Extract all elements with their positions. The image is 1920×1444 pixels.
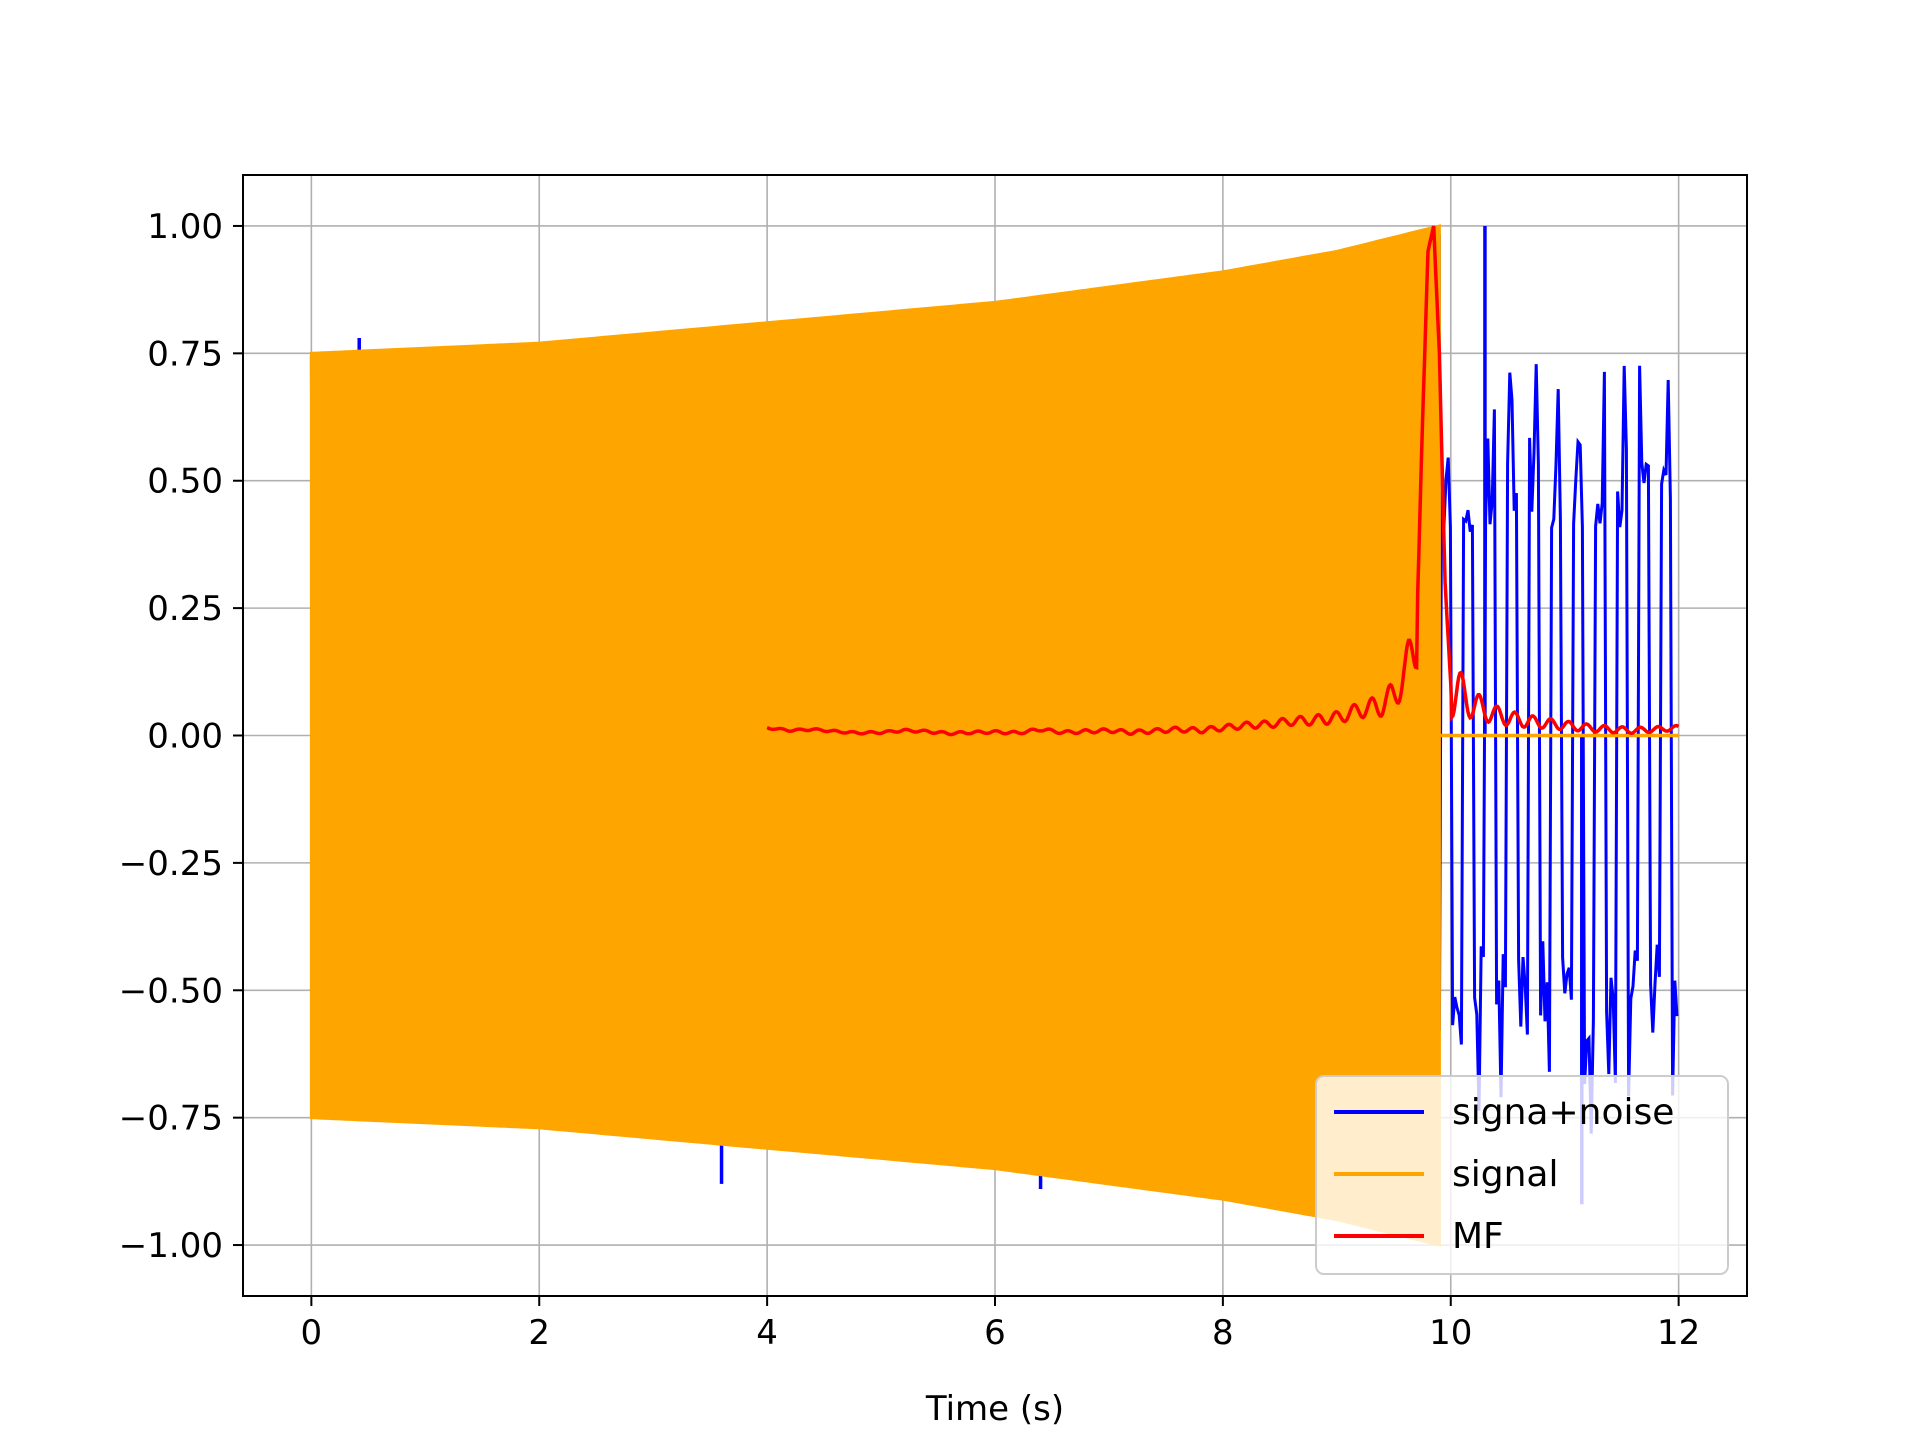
x-tick-label: 4 <box>756 1313 778 1353</box>
x-tick-label: 8 <box>1212 1313 1234 1353</box>
y-tick-label: 0.50 <box>147 462 223 502</box>
mf-series-line <box>766 225 1680 737</box>
x-tick-label: 12 <box>1657 1313 1700 1353</box>
legend-box <box>1315 1075 1729 1275</box>
x-tick-label: 2 <box>528 1313 550 1353</box>
y-tick-label: −1.00 <box>119 1226 223 1266</box>
y-tick-label: 0.75 <box>147 334 223 374</box>
legend-label: signa+noise <box>1452 1092 1674 1133</box>
legend-label: signal <box>1452 1154 1559 1195</box>
x-tick-label: 0 <box>301 1313 323 1353</box>
legend-label: MF <box>1452 1216 1504 1257</box>
y-tick-label: −0.25 <box>119 844 223 884</box>
y-tick-label: 0.00 <box>147 717 223 757</box>
x-tick-label: 10 <box>1429 1313 1472 1353</box>
legend: signa+noise signal MF <box>1315 1075 1729 1275</box>
y-tick-label: −0.75 <box>119 1099 223 1139</box>
signal-series-band <box>309 224 1441 1247</box>
x-axis-label: Time (s) <box>925 1389 1064 1429</box>
y-tick-label: −0.50 <box>119 971 223 1011</box>
y-tick-label: 1.00 <box>147 207 223 247</box>
y-tick-label: 0.25 <box>147 589 223 629</box>
x-tick-label: 6 <box>984 1313 1006 1353</box>
plot-area <box>309 224 1680 1247</box>
